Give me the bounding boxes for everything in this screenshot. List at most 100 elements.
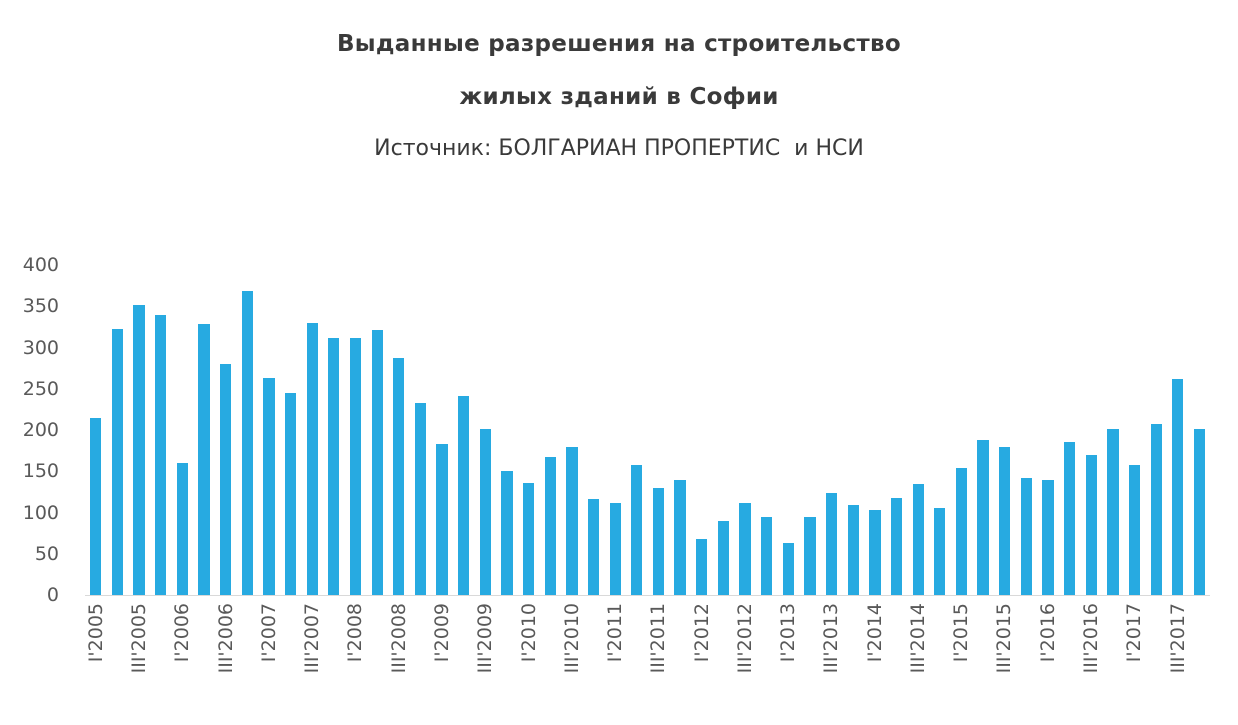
bar-slot xyxy=(431,265,453,595)
bar-slot xyxy=(799,265,821,595)
x-axis-label: I'2017 xyxy=(1123,603,1146,663)
bar-I'2005 xyxy=(90,417,102,595)
bar-slot xyxy=(345,265,367,595)
bar-I'2014 xyxy=(869,510,881,595)
bar-slot xyxy=(821,265,843,595)
bar-slot xyxy=(1102,265,1124,595)
bar-slot xyxy=(539,265,561,595)
x-axis-label: III'2015 xyxy=(993,603,1016,674)
bar-II'2011 xyxy=(631,465,643,595)
bar-IV'2015 xyxy=(1020,477,1032,595)
bar-III'2017 xyxy=(1172,378,1184,595)
bar-slot xyxy=(172,265,194,595)
x-axis-label: I'2013 xyxy=(777,603,800,663)
bar-slot xyxy=(280,265,302,595)
bar-slot xyxy=(128,265,150,595)
bar-slot xyxy=(648,265,670,595)
bar-slot xyxy=(691,265,713,595)
x-axis-label: I'2015 xyxy=(950,603,973,663)
y-axis-label: 350 xyxy=(22,295,59,318)
bar-slot xyxy=(864,265,886,595)
y-axis-label: 200 xyxy=(22,419,59,441)
bar-III'2008 xyxy=(393,358,405,595)
x-axis-label: III'2007 xyxy=(301,603,324,674)
bar-slot xyxy=(583,265,605,595)
chart-source: Источник: БОЛГАРИАН ПРОПЕРТИС и НСИ xyxy=(374,136,864,161)
bar-slot xyxy=(107,265,129,595)
bar-slot xyxy=(951,265,973,595)
bar-I'2011 xyxy=(609,502,621,595)
bar-slot xyxy=(236,265,258,595)
bar-IV'2007 xyxy=(328,337,340,595)
bar-slot xyxy=(410,265,432,595)
x-axis-label: III'2014 xyxy=(906,603,929,674)
bar-slot xyxy=(453,265,475,595)
bar-slot xyxy=(1059,265,1081,595)
bar-III'2016 xyxy=(1085,454,1097,595)
x-axis-label: III'2013 xyxy=(820,603,843,674)
chart-header: Выданные разрешения на строительство жил… xyxy=(0,0,1238,162)
bar-I'2008 xyxy=(349,338,362,595)
y-axis-label: 150 xyxy=(22,460,59,483)
y-axis-label: 300 xyxy=(22,336,59,359)
bar-IV'2013 xyxy=(847,505,859,595)
x-axis-label: I'2014 xyxy=(863,603,886,663)
bar-IV'2008 xyxy=(414,402,427,595)
bar-III'2015 xyxy=(999,447,1011,595)
bar-slot xyxy=(929,265,951,595)
bar-IV'2010 xyxy=(587,499,600,595)
x-axis-label: I'2009 xyxy=(430,603,453,663)
bar-I'2016 xyxy=(1042,479,1054,595)
bar-III'2007 xyxy=(306,322,318,595)
bar-I'2013 xyxy=(782,543,794,595)
bar-slot xyxy=(842,265,864,595)
plot-wrapper: I'2005 III'2005 I'2006 III'2006 I'2007 III'20… xyxy=(85,265,1210,714)
x-axis-label: I'2007 xyxy=(257,603,280,663)
y-axis-label: 250 xyxy=(22,377,59,400)
bar-III'2006 xyxy=(220,364,232,595)
bar-II'2008 xyxy=(371,330,383,595)
bar-slot xyxy=(1145,265,1167,595)
y-axis-label: 100 xyxy=(22,501,59,524)
bar-II'2005 xyxy=(111,329,124,595)
x-axis-label: I'2006 xyxy=(171,603,194,663)
bar-IV'2011 xyxy=(674,480,686,595)
bar-II'2012 xyxy=(717,520,730,595)
bar-III'2011 xyxy=(652,487,665,595)
chart-title-line-1: Выданные разрешения на строительство xyxy=(336,31,902,57)
bar-III'2014 xyxy=(912,483,924,595)
x-axis-label: III'2008 xyxy=(387,603,410,674)
bar-IV'2009 xyxy=(501,471,513,595)
bar-slot xyxy=(713,265,735,595)
bar-slot xyxy=(886,265,908,595)
x-axis-label: I'2010 xyxy=(517,603,540,663)
x-axis-label: III'2005 xyxy=(128,603,151,674)
bar-IV'2006 xyxy=(241,291,253,595)
bar-I'2006 xyxy=(176,463,188,595)
bar-slot xyxy=(301,265,323,595)
y-axis-label: 400 xyxy=(22,254,59,276)
bar-slot xyxy=(1016,265,1038,595)
bar-I'2012 xyxy=(696,538,708,595)
bar-I'2010 xyxy=(523,482,535,595)
bar-I'2009 xyxy=(436,444,448,595)
x-axis-label: III'2009 xyxy=(474,603,497,674)
bar-slot xyxy=(150,265,172,595)
bar-III'2005 xyxy=(133,304,145,595)
bar-slot xyxy=(972,265,994,595)
bar-slot xyxy=(1037,265,1059,595)
x-axis-label: III'2010 xyxy=(560,603,583,674)
bar-II'2017 xyxy=(1150,424,1162,595)
bar-I'2015 xyxy=(955,467,968,595)
bar-II'2007 xyxy=(284,392,297,595)
bar-III'2012 xyxy=(739,502,751,595)
bar-IV'2017 xyxy=(1193,429,1206,595)
bar-slot xyxy=(388,265,410,595)
bar-II'2006 xyxy=(198,324,210,595)
bar-IV'2014 xyxy=(934,507,946,595)
x-axis: I'2005 III'2005 I'2006 III'2006 I'2007 III'20… xyxy=(85,596,1210,714)
bar-slot xyxy=(626,265,648,595)
bar-slot xyxy=(193,265,215,595)
y-axis: 0 50 100 150 200 250 300 350 400 xyxy=(0,254,85,606)
